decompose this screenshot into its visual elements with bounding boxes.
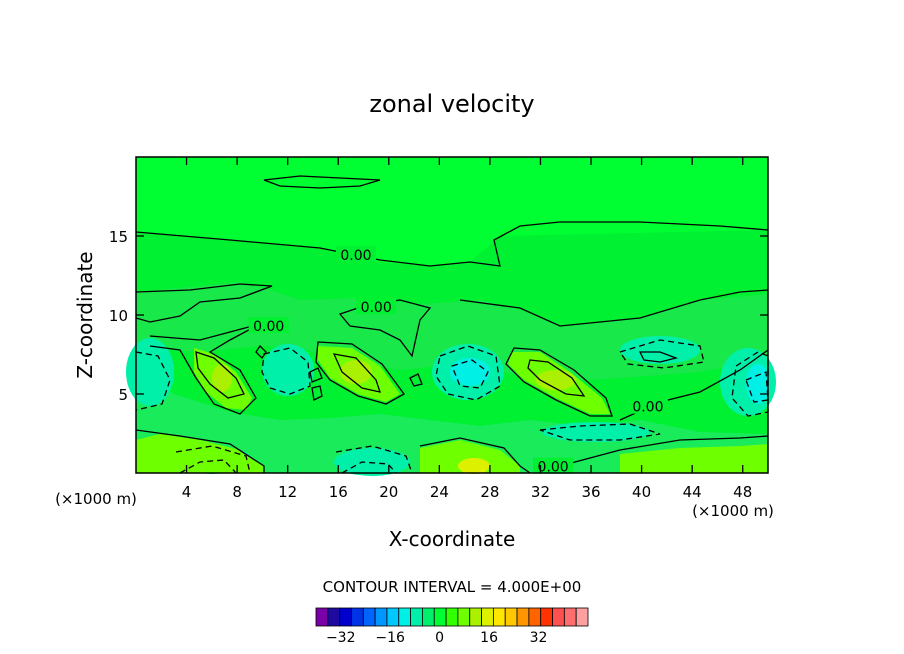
colorbar-swatch <box>410 607 423 627</box>
contour-fill-pos-d <box>136 434 264 473</box>
contour-fill-lower <box>136 380 768 473</box>
x-tick-label: 40 <box>632 483 651 501</box>
x-tick-label: 16 <box>329 483 348 501</box>
contour-label: 0.00 <box>538 460 569 476</box>
contour-label-bg <box>533 457 574 474</box>
contour-fill-pos-e <box>420 440 520 473</box>
contour-label: 0.00 <box>361 300 392 316</box>
x-unit-label-right: (×1000 m) <box>692 502 774 520</box>
x-tick-label: 44 <box>683 483 702 501</box>
x-tick-label: 4 <box>182 483 192 501</box>
contour-fill-upper <box>136 157 768 266</box>
x-unit-label-left: (×1000 m) <box>55 490 137 508</box>
colorbar-swatch <box>398 607 412 627</box>
contour-fill-neg-a <box>126 338 174 406</box>
y-tick-label: 5 <box>118 386 128 404</box>
colorbar-swatch <box>422 607 435 627</box>
x-tick-label: 32 <box>531 483 550 501</box>
colorbar-swatch <box>351 607 364 627</box>
colorbar-swatch <box>386 607 400 627</box>
chart-title: zonal velocity <box>369 90 534 118</box>
colorbar-swatch <box>469 607 482 627</box>
colorbar-swatch <box>528 607 542 627</box>
contour-label: 0.00 <box>253 319 284 335</box>
contour-fill-pos-core-c <box>536 370 576 390</box>
colorbar-swatch <box>504 607 518 627</box>
plot-area: 0.00 0.00 0.00 0.00 0.00 <box>126 156 776 476</box>
y-axis: 5 10 15 <box>109 228 768 404</box>
colorbar-swatch <box>516 607 530 627</box>
colorbar-tick-label: 0 <box>435 630 444 646</box>
contour-fill-neg-g <box>334 448 410 476</box>
contour-label-bg <box>248 317 289 334</box>
contour-fill-neg-e <box>542 422 650 442</box>
colorbar-swatch <box>362 607 376 627</box>
x-tick-label: 8 <box>232 483 242 501</box>
colorbar-swatch <box>540 607 553 627</box>
contour-label-bg <box>335 245 376 262</box>
colorbar-tick-label: −32 <box>326 630 356 646</box>
colorbar-swatch <box>374 607 388 627</box>
contour-interval-text: CONTOUR INTERVAL = 4.000E+00 <box>323 578 582 596</box>
colorbar-swatch <box>327 607 341 627</box>
colorbar-swatch <box>552 607 565 627</box>
x-axis: 4 8 12 16 20 24 28 32 36 40 44 48 <box>182 157 752 501</box>
contour-label-bg <box>627 397 668 414</box>
colorbar-tick-label: 32 <box>530 630 548 646</box>
y-axis-label: Z-coordinate <box>73 251 97 378</box>
contour-fill-pos-core-d <box>458 458 490 474</box>
x-tick-label: 12 <box>278 483 297 501</box>
contour-label: 0.00 <box>632 400 663 416</box>
colorbar-swatch <box>481 607 494 627</box>
colorbar-swatch <box>575 607 589 627</box>
colorbar-swatch <box>315 607 329 627</box>
y-tick-label: 10 <box>109 307 128 325</box>
colorbar-swatch <box>492 607 506 627</box>
x-axis-label: X-coordinate <box>389 527 516 551</box>
contour-label-bg <box>356 298 397 315</box>
contour-fill-pos-core-b <box>340 360 372 384</box>
contour-fill-pos-core-a <box>212 364 232 392</box>
colorbar-swatch <box>339 607 352 627</box>
x-tick-label: 36 <box>581 483 600 501</box>
colorbar-swatch <box>457 607 471 627</box>
colorbar: −32 −16 0 16 32 <box>315 607 589 646</box>
colorbar-tick-label: −16 <box>375 630 405 646</box>
x-tick-label: 28 <box>480 483 499 501</box>
contour-fill-pos-f <box>620 444 768 473</box>
contour-fill-neg-core-a <box>450 358 490 386</box>
colorbar-swatch <box>445 607 459 627</box>
contour-label: 0.00 <box>340 248 371 264</box>
x-tick-label: 20 <box>379 483 398 501</box>
colorbar-swatch <box>563 607 577 627</box>
colorbar-tick-label: 16 <box>480 630 498 646</box>
contour-fill-band <box>136 282 768 382</box>
contour-label-layer: 0.00 0.00 0.00 0.00 0.00 <box>248 245 668 476</box>
y-tick-label: 15 <box>109 228 128 246</box>
colorbar-swatch <box>433 607 447 627</box>
x-tick-label: 24 <box>430 483 449 501</box>
x-tick-label: 48 <box>733 483 752 501</box>
